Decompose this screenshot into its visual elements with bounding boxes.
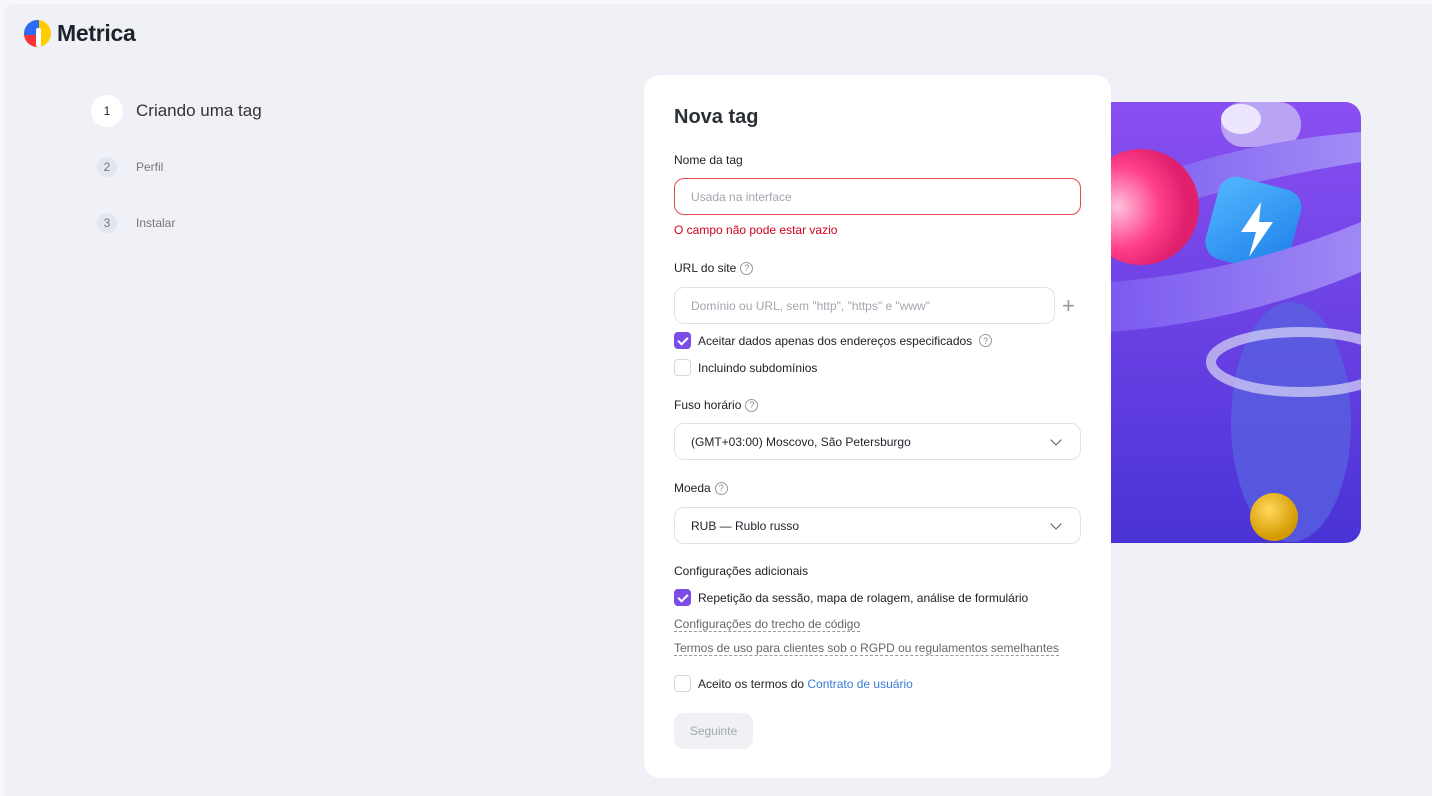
step-number: 2 xyxy=(97,157,117,177)
url-label: URL do site xyxy=(674,261,737,275)
logo-text: Metrica xyxy=(57,20,136,46)
checkbox-checked[interactable] xyxy=(674,589,691,606)
chevron-down-icon xyxy=(1050,517,1062,530)
timezone-value: (GMT+03:00) Moscovo, São Petersburgo xyxy=(691,434,911,449)
terms-prefix: Aceito os termos do xyxy=(698,676,808,691)
code-settings-link[interactable]: Configurações do trecho de código xyxy=(674,617,861,632)
tag-name-error: O campo não pode estar vazio xyxy=(674,223,838,237)
checkbox-unchecked[interactable] xyxy=(674,359,691,376)
checkbox-checked[interactable] xyxy=(674,332,691,349)
checkbox-label: Aceitar dados apenas dos endereços espec… xyxy=(698,333,973,348)
help-icon[interactable]: ? xyxy=(740,261,754,275)
url-input[interactable] xyxy=(674,287,1055,324)
url-label-row: URL do site ? xyxy=(674,261,754,275)
currency-value: RUB — Rublo russo xyxy=(691,518,800,533)
form-title: Nova tag xyxy=(674,106,759,128)
help-icon[interactable]: ? xyxy=(979,334,993,347)
currency-select[interactable]: RUB — Rublo russo xyxy=(674,507,1081,544)
checkbox-label: Aceito os termos do Contrato de usuário xyxy=(698,677,913,691)
step-label: Criando uma tag xyxy=(136,101,262,120)
step-number: 1 xyxy=(91,95,123,127)
help-icon[interactable]: ? xyxy=(745,398,759,412)
additional-settings-label: Configurações adicionais xyxy=(674,564,809,578)
user-agreement-link[interactable]: Contrato de usuário xyxy=(807,676,913,691)
step-3: 3 Instalar xyxy=(91,207,262,239)
chevron-down-icon xyxy=(1050,433,1062,446)
tag-name-label: Nome da tag xyxy=(674,153,743,167)
step-1: 1 Criando uma tag xyxy=(91,95,262,127)
help-icon[interactable]: ? xyxy=(714,481,728,495)
currency-label-row: Moeda ? xyxy=(674,481,728,495)
session-replay-checkbox[interactable]: Repetição da sessão, mapa de rolagem, an… xyxy=(674,589,1028,606)
gdpr-terms-link[interactable]: Termos de uso para clientes sob o RGPD o… xyxy=(674,641,1059,656)
step-number: 3 xyxy=(97,213,117,233)
subdomains-checkbox[interactable]: Incluindo subdomínios xyxy=(674,359,817,376)
timezone-label: Fuso horário xyxy=(674,398,742,412)
stepper: 1 Criando uma tag 2 Perfil 3 Instalar xyxy=(91,95,262,263)
logo[interactable]: Metrica xyxy=(24,20,136,47)
step-label: Instalar xyxy=(136,216,176,230)
checkbox-label: Incluindo subdomínios xyxy=(698,360,818,375)
currency-label: Moeda xyxy=(674,481,711,495)
new-tag-form: Nova tag Nome da tag O campo não pode es… xyxy=(644,75,1111,778)
step-label: Perfil xyxy=(136,160,164,174)
tag-name-input[interactable] xyxy=(674,178,1081,215)
next-button[interactable]: Seguinte xyxy=(674,713,753,749)
metrica-logo-icon xyxy=(24,20,51,47)
accept-specified-checkbox[interactable]: Aceitar dados apenas dos endereços espec… xyxy=(674,332,993,349)
checkbox-unchecked[interactable] xyxy=(674,675,691,692)
promo-illustration xyxy=(1111,102,1361,543)
timezone-label-row: Fuso horário ? xyxy=(674,398,759,412)
plus-icon[interactable]: + xyxy=(1062,293,1075,318)
timezone-select[interactable]: (GMT+03:00) Moscovo, São Petersburgo xyxy=(674,423,1081,460)
checkbox-label: Repetição da sessão, mapa de rolagem, an… xyxy=(698,590,1029,605)
step-2: 2 Perfil xyxy=(91,151,262,183)
terms-checkbox[interactable]: Aceito os termos do Contrato de usuário xyxy=(674,675,913,692)
